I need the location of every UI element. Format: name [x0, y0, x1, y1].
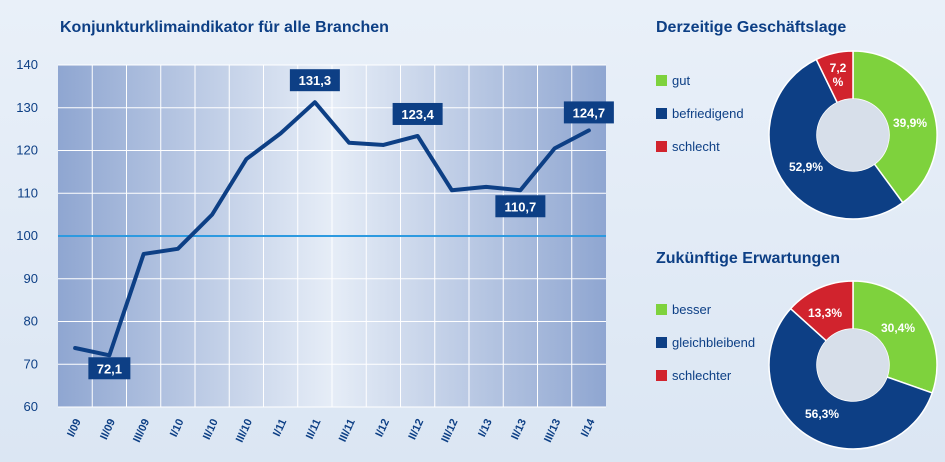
- pie-future-title: Zukünftige Erwartungen: [656, 250, 840, 267]
- pie-future-labels: 30,4% 56,3% 13,3%: [805, 306, 915, 421]
- callout-box: [495, 195, 546, 218]
- slice-label: 30,4%: [881, 321, 915, 335]
- value-callouts: 72,1 131,3 123,4 110,7 124,7: [88, 69, 614, 380]
- legend-swatch: [656, 75, 667, 86]
- callout-label: 110,7: [504, 199, 536, 214]
- slice-label: 39,9%: [893, 116, 927, 130]
- y-tick-label: 70: [24, 356, 38, 371]
- legend-swatch: [656, 141, 667, 152]
- slice-label: 52,9%: [789, 160, 823, 174]
- donut-hole: [817, 99, 889, 171]
- slice-label-part: 7,2: [830, 61, 847, 75]
- y-tick-label: 80: [24, 314, 38, 329]
- donut-hole: [817, 329, 889, 401]
- y-tick-label: 110: [17, 185, 38, 200]
- legend-label: gleichbleibend: [672, 335, 755, 350]
- callout: 72,1: [88, 357, 131, 380]
- callout: 124,7: [563, 101, 614, 124]
- y-tick-label: 60: [24, 399, 38, 414]
- callout-label: 72,1: [97, 361, 122, 376]
- callout-label: 131,3: [299, 73, 332, 88]
- legend-swatch: [656, 108, 667, 119]
- callout-box: [392, 102, 443, 125]
- legend-label: besser: [672, 302, 712, 317]
- y-axis-ticks: 60 70 80 90 100 110 120 130 140: [16, 57, 38, 414]
- legend-label: schlechter: [672, 368, 732, 383]
- pie-future-legend: besser gleichbleibend schlechter: [656, 302, 755, 383]
- slice-label: 56,3%: [805, 407, 839, 421]
- series-line: [73, 100, 591, 358]
- slice-label-part: %: [833, 75, 844, 89]
- y-tick-label: 90: [24, 271, 38, 286]
- y-tick-label: 140: [16, 57, 38, 72]
- y-tick-label: 120: [16, 143, 38, 158]
- callout: 110,7: [495, 195, 546, 218]
- legend-label: befriedigend: [672, 106, 744, 121]
- y-tick-label: 130: [16, 100, 38, 115]
- donut-slice: [852, 280, 938, 394]
- line-chart-title: Konjunkturklimaindikator für alle Branch…: [60, 19, 389, 36]
- callout-label: 123,4: [401, 107, 434, 122]
- slice-label: 13,3%: [808, 306, 842, 320]
- pie-current-title: Derzeitige Geschäftslage: [656, 19, 846, 36]
- legend-swatch: [656, 337, 667, 348]
- callout-box: [563, 101, 614, 124]
- pie-future-slices: [768, 280, 938, 450]
- callout: 131,3: [289, 69, 340, 92]
- callout-label: 124,7: [573, 105, 606, 120]
- callout-box: [289, 69, 340, 92]
- callout: 123,4: [392, 102, 443, 125]
- legend-swatch: [656, 370, 667, 381]
- legend-swatch: [656, 304, 667, 315]
- pie-current-slices: [768, 50, 938, 220]
- pie-current-labels: 39,9% 52,9% 7,2%: [789, 61, 927, 174]
- y-tick-label: 100: [16, 228, 38, 243]
- pie-current-legend: gut befriedigend schlecht: [656, 73, 744, 154]
- legend-label: schlecht: [672, 139, 720, 154]
- callout-box: [88, 357, 131, 380]
- legend-label: gut: [672, 73, 690, 88]
